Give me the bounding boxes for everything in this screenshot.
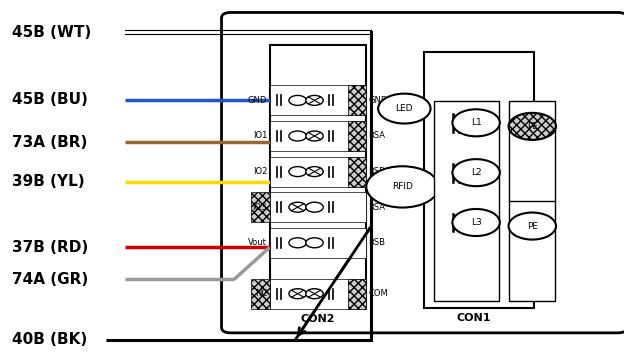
Text: L1: L1 — [470, 118, 482, 127]
Circle shape — [452, 109, 500, 136]
Text: PE: PE — [527, 221, 538, 231]
Text: 45B (BU): 45B (BU) — [12, 92, 89, 107]
Circle shape — [289, 95, 306, 105]
Bar — [348, 85, 366, 115]
Text: 39B (YL): 39B (YL) — [12, 174, 85, 189]
Circle shape — [452, 159, 500, 186]
Text: RSB: RSB — [368, 238, 385, 247]
Circle shape — [378, 94, 431, 124]
Bar — [270, 279, 366, 309]
Text: CON1: CON1 — [457, 313, 492, 323]
Bar — [251, 279, 270, 309]
Circle shape — [306, 202, 323, 212]
Bar — [270, 121, 366, 151]
Bar — [270, 157, 366, 187]
Text: IO1: IO1 — [253, 131, 267, 141]
Bar — [270, 228, 366, 258]
Bar — [348, 121, 366, 151]
Circle shape — [289, 238, 306, 248]
Circle shape — [452, 209, 500, 236]
Bar — [251, 192, 270, 222]
Text: RSA: RSA — [368, 131, 385, 141]
Circle shape — [289, 202, 306, 212]
Text: PE: PE — [527, 122, 538, 131]
Text: 40B (BK): 40B (BK) — [12, 333, 88, 347]
Circle shape — [366, 166, 439, 208]
Text: CON2: CON2 — [301, 314, 336, 324]
Circle shape — [306, 238, 323, 248]
Bar — [270, 85, 366, 115]
Text: L2: L2 — [470, 168, 482, 177]
Bar — [348, 157, 366, 187]
Text: COM: COM — [368, 289, 388, 298]
Circle shape — [289, 167, 306, 177]
Text: NC: NC — [255, 289, 267, 298]
Bar — [424, 52, 534, 308]
Text: 45B (WT): 45B (WT) — [12, 25, 92, 40]
Text: LED: LED — [396, 104, 413, 113]
Bar — [270, 192, 366, 222]
Text: RSB: RSB — [368, 167, 385, 176]
Circle shape — [289, 289, 306, 299]
Text: IO3: IO3 — [253, 203, 267, 212]
Bar — [434, 101, 499, 301]
Circle shape — [509, 213, 556, 240]
Circle shape — [306, 95, 323, 105]
Bar — [270, 44, 366, 308]
Circle shape — [509, 113, 556, 140]
Text: 74A (GR): 74A (GR) — [12, 272, 89, 287]
Circle shape — [306, 167, 323, 177]
Text: RSA: RSA — [368, 203, 385, 212]
Text: 73A (BR): 73A (BR) — [12, 135, 88, 150]
Circle shape — [306, 131, 323, 141]
Text: GND: GND — [248, 96, 267, 105]
Text: GND: GND — [368, 96, 388, 105]
Circle shape — [289, 131, 306, 141]
Text: RFID: RFID — [392, 182, 413, 192]
Text: Vout: Vout — [248, 238, 267, 247]
Text: 37B (RD): 37B (RD) — [12, 240, 89, 255]
Circle shape — [306, 289, 323, 299]
Bar — [348, 279, 366, 309]
Bar — [509, 101, 555, 301]
Text: L3: L3 — [470, 218, 482, 227]
FancyBboxPatch shape — [222, 12, 624, 333]
Text: IO2: IO2 — [253, 167, 267, 176]
